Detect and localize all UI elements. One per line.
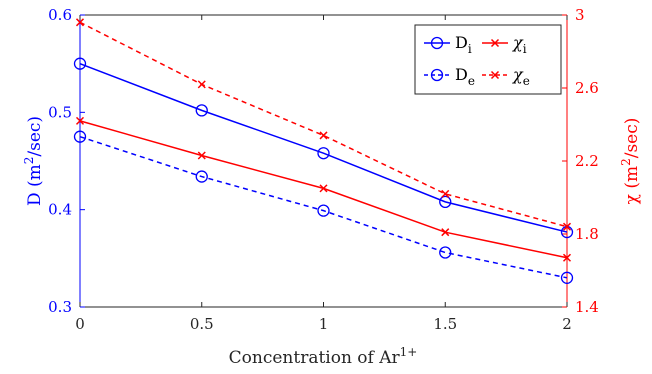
right-y-ticks: 1.4 1.8 2.2 2.6 3 xyxy=(562,6,599,316)
data-point-d-i xyxy=(439,195,452,209)
data-point-d-i xyxy=(73,57,87,70)
data-point-d-e xyxy=(317,204,330,217)
data-point-chi-i xyxy=(441,228,450,237)
right-y-tick-label: 3 xyxy=(575,6,585,24)
right-y-tick-label: 1.8 xyxy=(575,225,599,243)
data-point-chi-e xyxy=(441,189,450,198)
x-tick-label: 1.5 xyxy=(433,315,457,333)
x-tick-label: 2 xyxy=(562,315,572,333)
legend-marker-chi-i xyxy=(490,38,500,48)
data-point-chi-i xyxy=(319,184,328,193)
x-ticks: 0 0.5 1 1.5 2 xyxy=(75,15,572,333)
legend-marker-d-i xyxy=(430,36,444,50)
data-point-d-i xyxy=(195,104,208,117)
right-y-tick-label: 2.2 xyxy=(575,152,599,170)
data-point-chi-e xyxy=(319,131,328,140)
legend-box xyxy=(414,24,562,95)
series-line-d-e xyxy=(79,135,568,279)
legend-item-chi-e: χe xyxy=(482,65,530,88)
left-y-axis-title: D (m2/sec) xyxy=(22,116,45,206)
legend-item-d-e: De xyxy=(424,65,475,88)
data-point-d-e xyxy=(560,271,574,284)
data-point-chi-e xyxy=(562,222,572,231)
data-point-d-e xyxy=(195,170,208,183)
data-point-d-e xyxy=(73,130,87,143)
data-point-d-i xyxy=(317,147,330,160)
data-point-chi-i xyxy=(562,253,572,262)
left-y-tick-label: 0.3 xyxy=(48,298,72,316)
legend-label-chi-i: χi xyxy=(512,33,527,56)
left-y-ticks: 0.3 0.4 0.5 0.6 xyxy=(48,6,85,316)
left-y-tick-label: 0.4 xyxy=(48,201,72,219)
legend: Di De χi χe xyxy=(414,24,562,95)
x-tick-label: 0 xyxy=(75,315,85,333)
right-y-axis-title: χ (m2/sec) xyxy=(619,118,642,205)
left-y-tick-label: 0.6 xyxy=(48,6,72,24)
legend-label-chi-e: χe xyxy=(512,65,530,88)
x-tick-label: 0.5 xyxy=(190,315,214,333)
series-line-chi-e xyxy=(79,21,568,228)
legend-label-d-i: Di xyxy=(455,33,472,56)
data-point-chi-i xyxy=(197,151,206,160)
series-line-d-i xyxy=(79,62,568,233)
data-point-chi-e xyxy=(197,80,206,89)
x-tick-label: 1 xyxy=(319,315,329,333)
data-point-chi-e xyxy=(75,18,85,27)
legend-item-d-i: Di xyxy=(424,33,472,56)
x-axis-title: Concentration of Ar1+ xyxy=(229,345,418,368)
data-point-d-e xyxy=(439,246,452,259)
legend-item-chi-i: χi xyxy=(482,33,527,56)
series-layer xyxy=(73,18,574,284)
legend-marker-d-e xyxy=(430,68,444,82)
legend-label-d-e: De xyxy=(455,65,475,88)
right-y-tick-label: 2.6 xyxy=(575,79,599,97)
legend-marker-chi-e xyxy=(490,70,500,80)
data-point-chi-i xyxy=(75,116,85,125)
left-y-tick-label: 0.5 xyxy=(48,103,72,121)
right-y-tick-label: 1.4 xyxy=(575,298,599,316)
